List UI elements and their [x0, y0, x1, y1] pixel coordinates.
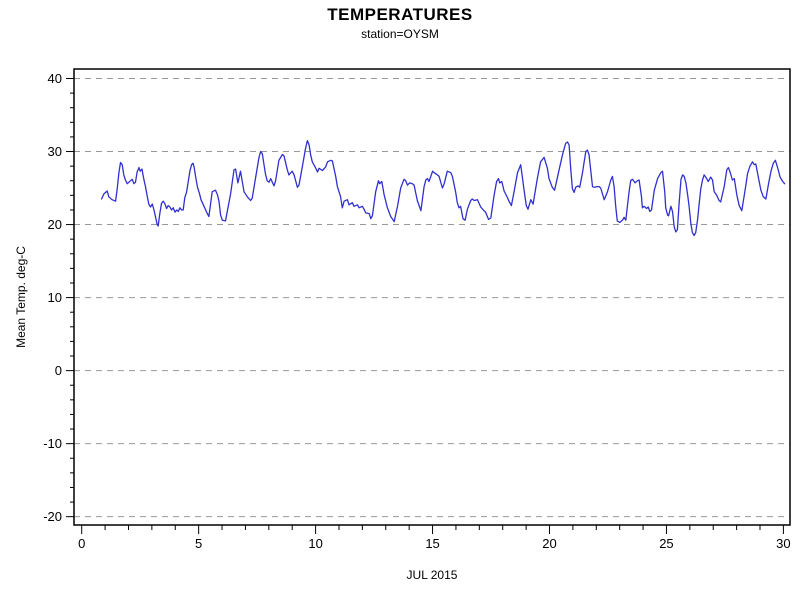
y-tick-label: 20	[48, 217, 62, 232]
chart-title: TEMPERATURES	[327, 5, 473, 24]
x-tick-label: 15	[425, 536, 439, 551]
x-tick-label: 25	[659, 536, 673, 551]
temperature-series-line	[100, 139, 786, 237]
x-tick-label: 0	[78, 536, 85, 551]
x-axis-title: JUL 2015	[406, 568, 458, 582]
x-tick-label: 5	[195, 536, 202, 551]
x-tick-label: 30	[776, 536, 790, 551]
y-tick-label: 40	[48, 71, 62, 86]
plot-frame	[73, 68, 791, 526]
x-tick-label: 20	[542, 536, 556, 551]
x-tick-label: 10	[308, 536, 322, 551]
y-tick-label: -10	[43, 436, 62, 451]
y-tick-label: 30	[48, 144, 62, 159]
y-tick-label: 0	[55, 363, 62, 378]
y-tick-label: 10	[48, 290, 62, 305]
chart-subtitle: station=OYSM	[361, 27, 439, 41]
y-tick-label: -20	[43, 509, 62, 524]
